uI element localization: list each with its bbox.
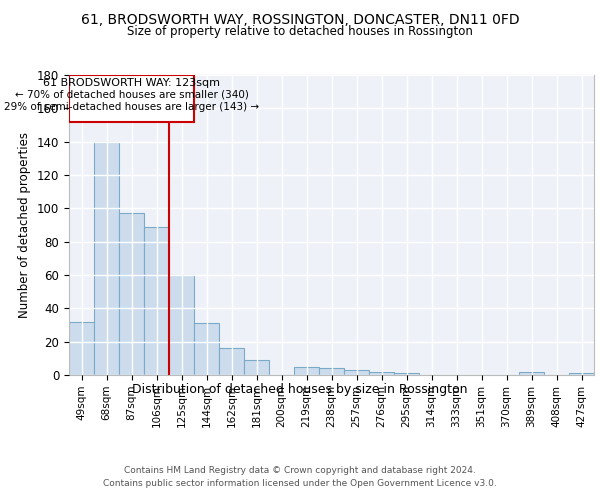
Bar <box>119 214 144 375</box>
Bar <box>244 360 269 375</box>
Bar <box>294 366 319 375</box>
Bar <box>194 324 219 375</box>
Text: Size of property relative to detached houses in Rossington: Size of property relative to detached ho… <box>127 25 473 38</box>
Bar <box>219 348 244 375</box>
Bar <box>319 368 344 375</box>
Text: Contains HM Land Registry data © Crown copyright and database right 2024.: Contains HM Land Registry data © Crown c… <box>124 466 476 475</box>
Bar <box>519 372 544 375</box>
Text: 61 BRODSWORTH WAY: 123sqm: 61 BRODSWORTH WAY: 123sqm <box>43 78 220 88</box>
Text: 29% of semi-detached houses are larger (143) →: 29% of semi-detached houses are larger (… <box>4 102 259 112</box>
Bar <box>69 322 94 375</box>
Bar <box>569 374 594 375</box>
Text: Contains public sector information licensed under the Open Government Licence v3: Contains public sector information licen… <box>103 479 497 488</box>
Bar <box>169 275 194 375</box>
Bar <box>394 374 419 375</box>
FancyBboxPatch shape <box>69 75 194 122</box>
Bar <box>144 226 169 375</box>
Y-axis label: Number of detached properties: Number of detached properties <box>19 132 31 318</box>
Text: ← 70% of detached houses are smaller (340): ← 70% of detached houses are smaller (34… <box>14 89 248 99</box>
Bar <box>94 142 119 375</box>
Text: Distribution of detached houses by size in Rossington: Distribution of detached houses by size … <box>132 382 468 396</box>
Bar <box>344 370 369 375</box>
Text: 61, BRODSWORTH WAY, ROSSINGTON, DONCASTER, DN11 0FD: 61, BRODSWORTH WAY, ROSSINGTON, DONCASTE… <box>80 12 520 26</box>
Bar <box>369 372 394 375</box>
